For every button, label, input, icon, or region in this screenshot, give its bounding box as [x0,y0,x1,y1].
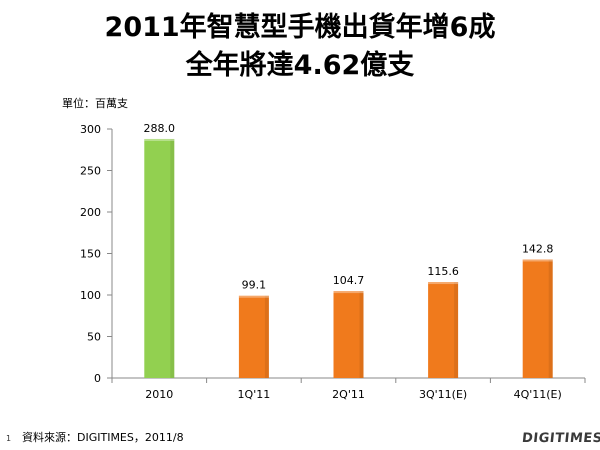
bar-shade [170,138,175,378]
bar [428,282,459,378]
bar-top-highlight [144,138,175,141]
bar-shade [359,291,364,378]
bar-top-highlight [238,295,269,298]
page-number: 1 [6,434,12,443]
x-category-label: 3Q'11(E) [419,388,467,401]
y-tick-label: 200 [80,206,101,219]
data-label: 142.8 [522,242,554,255]
y-tick-label: 0 [94,372,101,385]
bar [238,295,269,378]
x-category-label: 2Q'11 [332,388,365,401]
digitimes-logo: DIGITIMES [521,431,600,446]
source-note: 資料來源：DIGITIMES，2011/8 [22,431,184,444]
bar [144,138,175,378]
y-tick-label: 50 [87,331,101,344]
data-label: 115.6 [427,265,459,278]
bar-shade [454,282,459,378]
unit-label: 單位：百萬支 [62,97,128,110]
data-label: 288.0 [144,122,176,135]
chart-title-line-2: 全年將達4.62億支 [185,50,415,81]
y-axis: 0 50 100 150 200 250 300 [80,123,113,385]
bars [144,138,553,378]
chart-title-line-1: 2011年智慧型手機出貨年增6成 [104,12,496,43]
y-tick-label: 250 [80,165,101,178]
x-category-label: 4Q'11(E) [514,388,562,401]
x-category-label: 1Q'11 [238,388,271,401]
bar-top-highlight [333,291,364,294]
bar-shade [548,259,553,378]
bar-top-highlight [428,282,459,285]
x-category-label: 2010 [145,388,173,401]
y-tick-label: 150 [80,248,101,261]
y-tick-label: 100 [80,289,101,302]
data-label: 104.7 [333,274,365,287]
bar [522,259,553,378]
data-label: 99.1 [242,279,267,292]
x-axis: 2010 1Q'11 2Q'11 3Q'11(E) 4Q'11(E) [111,377,586,401]
data-labels: 288.0 99.1 104.7 115.6 142.8 [144,122,554,292]
bar [333,291,364,378]
bar-shade [264,295,269,378]
y-tick-label: 300 [80,123,101,136]
bar-top-highlight [522,259,553,262]
